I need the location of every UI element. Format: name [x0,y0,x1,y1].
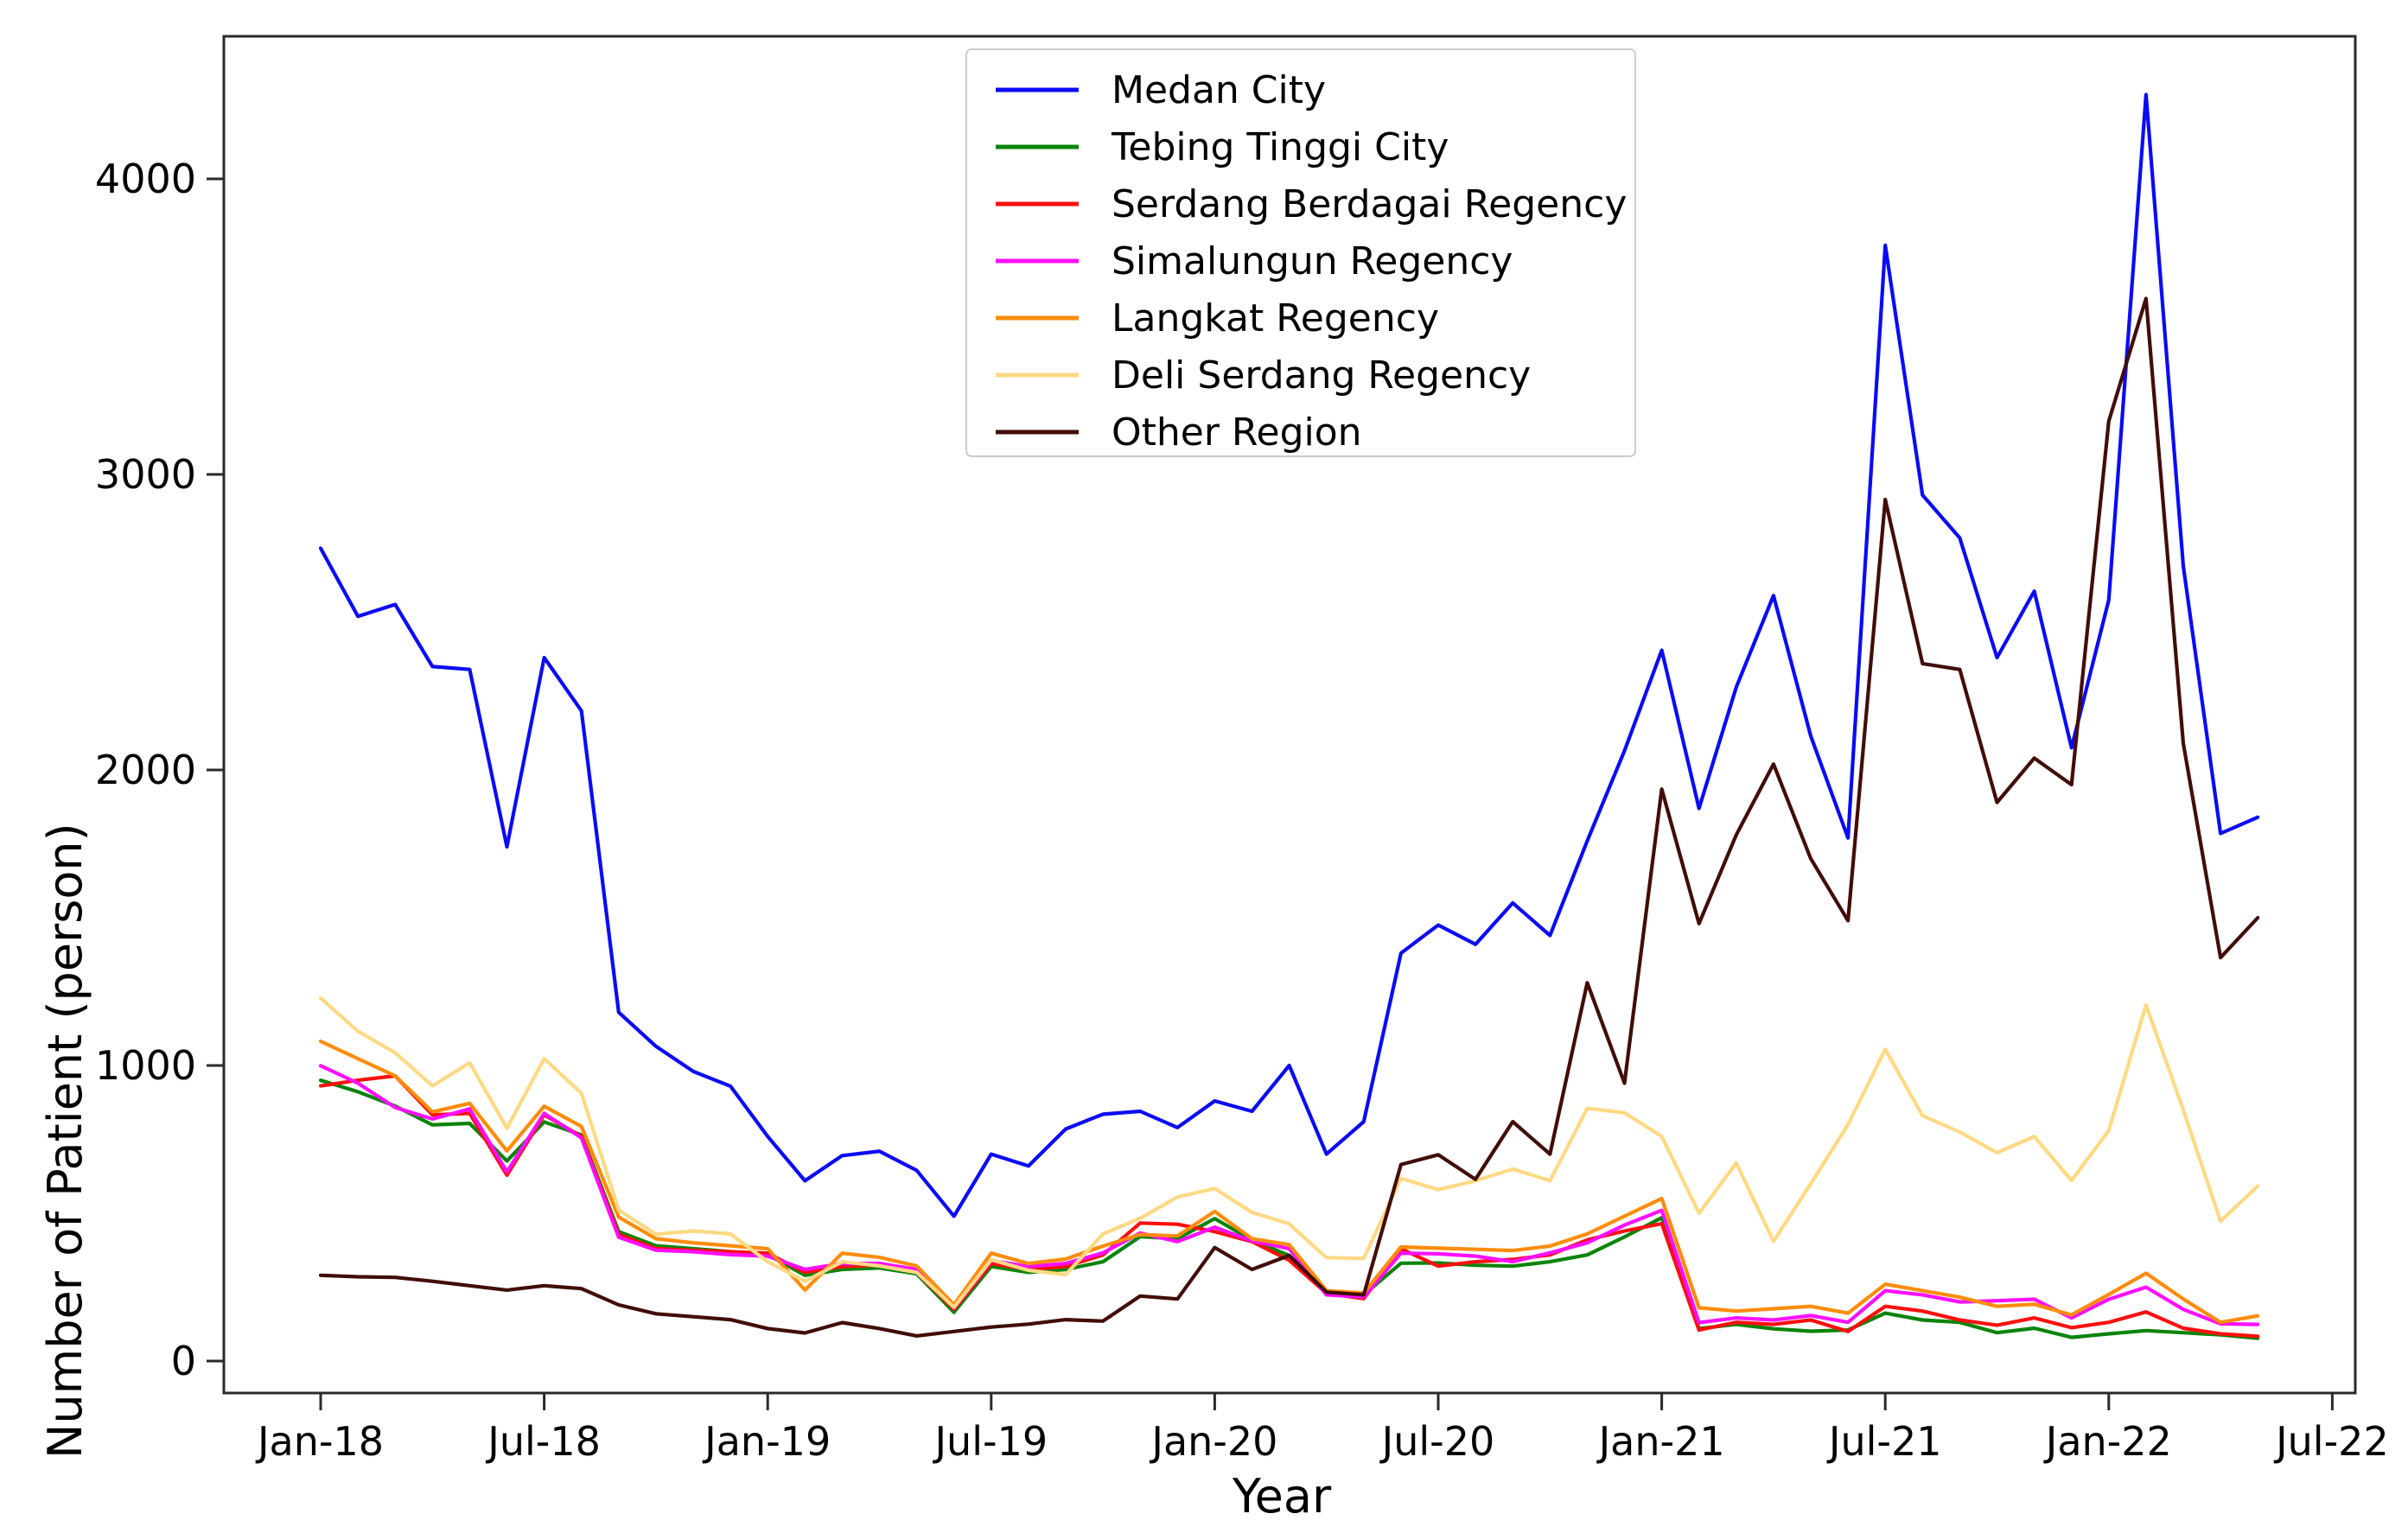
legend-label: Tebing Tinggi City [1111,125,1449,169]
line-simalungun-regency [318,1064,2260,1326]
x-tick-label: Jan-20 [1149,1418,1277,1465]
line-serdang-berdagai-regency [318,1073,2260,1339]
y-axis-label: Number of Patient (person) [38,823,92,1459]
legend-label: Simalungun Regency [1112,239,1513,283]
x-tick-label: Jul-22 [2273,1418,2389,1465]
legend-label: Langkat Regency [1112,296,1439,340]
x-tick-label: Jul-21 [1826,1418,1942,1465]
line-deli-serdang-regency [318,995,2260,1309]
legend-label: Deli Serdang Regency [1112,353,1531,398]
line-other-region [318,296,2260,1338]
legend-label: Medan City [1112,68,1326,112]
y-tick-label: 1000 [95,1042,196,1089]
x-tick-label: Jan-19 [702,1418,831,1465]
legend-box [965,48,1636,457]
x-tick-label: Jan-21 [1596,1418,1725,1465]
x-tick-label: Jan-18 [255,1418,384,1465]
x-axis-label: Year [1232,1469,1332,1523]
x-tick-label: Jul-18 [485,1418,601,1465]
plot-frame [222,35,2357,1395]
line-medan-city [318,92,2260,1218]
y-tick-label: 0 [171,1338,196,1384]
x-tick-label: Jul-20 [1379,1418,1495,1465]
x-tick-label: Jul-19 [932,1418,1048,1465]
legend-label: Other Region [1112,410,1362,455]
y-tick-label: 4000 [95,156,196,202]
x-tick-label: Jan-22 [2043,1418,2172,1465]
line-langkat-regency [318,1039,2260,1325]
y-tick-label: 3000 [95,451,196,498]
y-tick-label: 2000 [95,747,196,793]
legend-label: Serdang Berdagai Regency [1112,182,1627,226]
